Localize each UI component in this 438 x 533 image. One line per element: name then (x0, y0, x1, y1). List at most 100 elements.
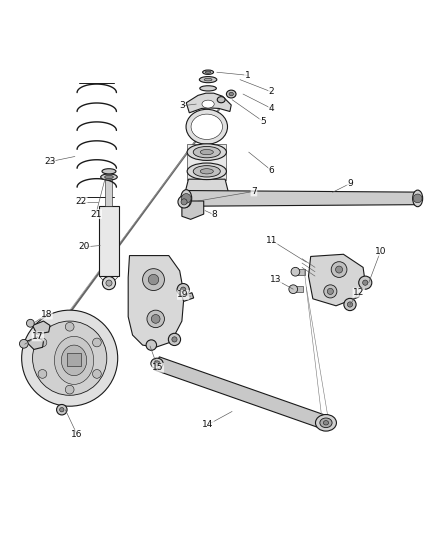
Circle shape (26, 319, 34, 327)
Circle shape (289, 285, 297, 294)
Ellipse shape (105, 175, 113, 179)
Circle shape (336, 266, 343, 273)
Text: 14: 14 (202, 420, 214, 429)
Ellipse shape (202, 100, 214, 108)
Circle shape (92, 338, 101, 347)
Text: 12: 12 (353, 288, 364, 297)
Text: 4: 4 (268, 104, 274, 113)
Circle shape (344, 298, 356, 311)
Ellipse shape (193, 166, 220, 177)
Polygon shape (128, 256, 184, 348)
Text: 13: 13 (270, 275, 282, 284)
Ellipse shape (187, 163, 226, 180)
Polygon shape (26, 337, 43, 350)
Ellipse shape (217, 96, 225, 103)
Ellipse shape (193, 147, 220, 158)
Ellipse shape (226, 90, 236, 98)
Circle shape (38, 369, 47, 378)
Circle shape (181, 199, 187, 205)
Circle shape (106, 280, 112, 286)
Text: 16: 16 (71, 430, 83, 439)
Circle shape (327, 288, 333, 294)
Text: 2: 2 (268, 87, 274, 96)
Text: 21: 21 (90, 209, 102, 219)
Ellipse shape (154, 361, 160, 366)
Text: 20: 20 (79, 243, 90, 252)
Text: 23: 23 (44, 157, 55, 166)
Polygon shape (185, 179, 229, 202)
Text: 19: 19 (177, 290, 189, 300)
Text: 3: 3 (179, 101, 185, 110)
Ellipse shape (200, 86, 216, 91)
Ellipse shape (413, 190, 423, 207)
Ellipse shape (200, 149, 213, 155)
Text: 15: 15 (152, 364, 164, 372)
Ellipse shape (229, 92, 233, 96)
Ellipse shape (102, 169, 116, 174)
Circle shape (413, 194, 422, 203)
Ellipse shape (181, 190, 192, 207)
Text: 22: 22 (76, 197, 87, 206)
Circle shape (151, 314, 160, 323)
Circle shape (147, 310, 164, 328)
Ellipse shape (200, 169, 213, 174)
Circle shape (331, 262, 347, 277)
Ellipse shape (187, 144, 226, 160)
Text: 11: 11 (265, 236, 277, 245)
Ellipse shape (203, 70, 214, 75)
Polygon shape (187, 144, 226, 180)
Circle shape (148, 274, 159, 285)
Ellipse shape (323, 421, 328, 425)
Circle shape (92, 369, 101, 378)
Circle shape (60, 408, 64, 412)
Circle shape (38, 338, 47, 347)
Ellipse shape (151, 358, 163, 369)
Polygon shape (295, 269, 305, 275)
Circle shape (65, 385, 74, 394)
Ellipse shape (61, 345, 87, 376)
Polygon shape (293, 286, 303, 292)
Circle shape (177, 284, 189, 296)
Circle shape (324, 285, 337, 298)
Text: 9: 9 (347, 179, 353, 188)
Polygon shape (182, 201, 204, 220)
Circle shape (65, 322, 74, 331)
Text: 17: 17 (32, 332, 43, 341)
Circle shape (168, 333, 180, 345)
Ellipse shape (205, 71, 211, 74)
Ellipse shape (101, 174, 117, 180)
Circle shape (178, 196, 190, 208)
Polygon shape (186, 93, 231, 113)
Polygon shape (99, 206, 119, 276)
Circle shape (19, 340, 28, 348)
Circle shape (291, 268, 300, 276)
Ellipse shape (191, 114, 223, 140)
Circle shape (181, 193, 191, 203)
Text: 7: 7 (251, 187, 257, 196)
Circle shape (143, 269, 164, 290)
Ellipse shape (199, 77, 217, 83)
Polygon shape (32, 321, 50, 334)
Text: 18: 18 (41, 310, 52, 319)
Polygon shape (106, 178, 113, 206)
Text: 1: 1 (244, 71, 250, 80)
Ellipse shape (320, 418, 332, 427)
Circle shape (347, 302, 353, 307)
Circle shape (172, 337, 177, 342)
Circle shape (57, 405, 67, 415)
Circle shape (363, 280, 368, 285)
Text: 5: 5 (260, 117, 265, 126)
Polygon shape (67, 353, 81, 366)
Circle shape (146, 340, 156, 350)
Circle shape (180, 287, 186, 292)
Polygon shape (186, 190, 416, 206)
Text: 6: 6 (268, 166, 274, 175)
Text: 10: 10 (375, 247, 386, 256)
Text: 8: 8 (212, 211, 218, 220)
Circle shape (102, 277, 116, 289)
Polygon shape (182, 293, 194, 302)
Circle shape (21, 310, 118, 406)
Ellipse shape (186, 109, 227, 144)
Circle shape (359, 276, 372, 289)
Ellipse shape (204, 78, 212, 81)
